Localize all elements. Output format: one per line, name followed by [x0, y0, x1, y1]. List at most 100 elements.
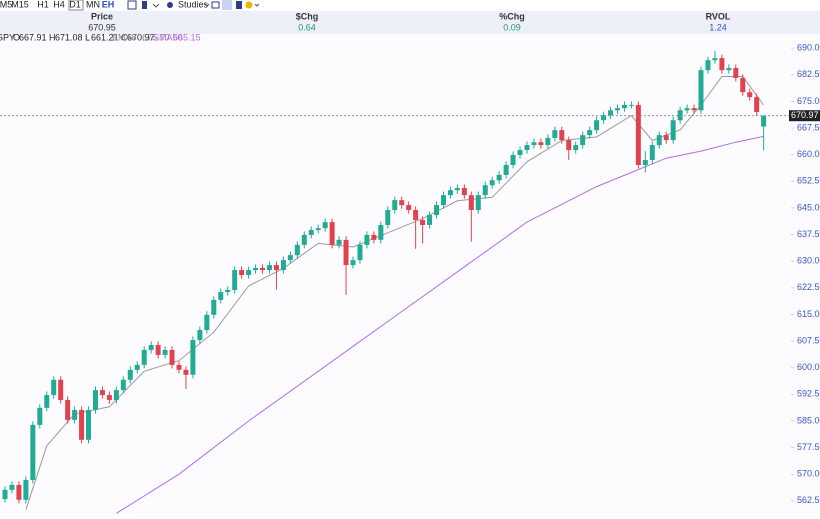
legend-symbol: SPY	[0, 32, 15, 42]
legend-value: 661.21	[91, 32, 119, 42]
candle-body	[148, 344, 154, 350]
candle-body	[447, 190, 453, 196]
candle-body	[468, 195, 474, 211]
candle-body	[475, 195, 481, 211]
candle-body	[239, 270, 245, 276]
last-price-box	[789, 110, 820, 122]
candle-body	[642, 159, 648, 165]
legend-key: L	[85, 32, 90, 42]
bar-icon[interactable]	[127, 0, 137, 10]
candle-body	[517, 150, 523, 156]
timeframe-button[interactable]: D1	[69, 0, 81, 9]
y-tick-label: 592.50	[797, 389, 820, 399]
dropdown-icon[interactable]	[204, 3, 210, 7]
candle-body	[698, 70, 704, 111]
candle-body	[531, 142, 537, 146]
candle-body	[524, 145, 530, 151]
candle-body	[747, 92, 753, 98]
session-button[interactable]: EH	[102, 0, 115, 9]
candle-body	[454, 188, 460, 191]
candle-body	[510, 155, 516, 165]
candle-body	[23, 479, 29, 500]
candle-body	[225, 289, 231, 293]
quote-value: 0.64	[298, 22, 316, 32]
candle-body	[399, 200, 405, 206]
y-tick-label: 622.50	[797, 282, 820, 292]
candle-body	[9, 484, 15, 490]
candle-body	[440, 195, 446, 206]
legend-indicator-value: 675.70	[142, 32, 170, 42]
candle-body	[30, 424, 36, 480]
y-tick-label: 600.00	[797, 362, 820, 372]
alert-icon[interactable]	[245, 1, 253, 9]
dropdown-icon[interactable]	[254, 3, 260, 7]
studies-icon[interactable]	[167, 2, 173, 8]
candle-body	[614, 108, 620, 111]
candle-body	[712, 58, 718, 61]
candle-body	[253, 267, 259, 271]
candle-body	[496, 174, 502, 181]
candle-body	[594, 120, 600, 131]
candle-body	[587, 130, 593, 136]
candle-body	[322, 222, 328, 229]
candle-body	[86, 409, 92, 440]
candle-body	[663, 135, 669, 141]
candle-body	[197, 330, 203, 341]
quote-value: 670.95	[88, 22, 116, 32]
studies-button[interactable]: Studies	[178, 0, 209, 9]
y-tick-label: 607.50	[797, 335, 820, 345]
candle-body	[573, 145, 579, 151]
candle-body	[58, 379, 64, 401]
candle-body	[113, 390, 119, 401]
candle-body	[155, 344, 161, 355]
candle-body	[169, 349, 175, 365]
layout-icon[interactable]	[222, 0, 232, 10]
candle-icon[interactable]	[142, 1, 147, 9]
legend-key: O	[13, 32, 20, 42]
timeframe-button[interactable]: M5	[0, 0, 12, 9]
candle-body	[37, 407, 43, 425]
candle-body	[2, 489, 8, 500]
candle-body	[260, 267, 266, 271]
candle-body	[538, 142, 544, 146]
timeframe-button[interactable]: MN	[86, 0, 100, 9]
candle-body	[287, 255, 293, 261]
candle-body	[621, 104, 627, 109]
y-tick-label: 675.00	[797, 96, 820, 106]
candle-body	[392, 200, 398, 211]
dropdown-icon[interactable]	[152, 3, 160, 8]
quote-header: RVOL	[706, 11, 731, 21]
candle-body	[16, 484, 22, 500]
candle-body	[608, 110, 614, 116]
candle-body	[684, 108, 690, 111]
candle-body	[218, 292, 224, 300]
timeframe-button[interactable]: M15	[11, 0, 29, 9]
legend-key: C	[121, 32, 128, 42]
candle-body	[420, 219, 426, 225]
quote-value: 0.09	[503, 22, 521, 32]
timeframe-button[interactable]: H1	[37, 0, 49, 9]
bookmark-icon[interactable]	[236, 1, 242, 9]
quote-header: %Chg	[499, 11, 525, 21]
candle-body	[691, 108, 697, 111]
quote-value: 1.24	[709, 22, 727, 32]
y-tick-label: 667.50	[797, 122, 820, 132]
candle-body	[246, 270, 252, 276]
candle-body	[733, 68, 739, 78]
candle-body	[134, 364, 140, 370]
y-tick-label: 585.00	[797, 415, 820, 425]
candle-body	[719, 58, 725, 71]
draw-icon[interactable]	[211, 1, 220, 9]
candle-body	[670, 120, 676, 141]
candle-body	[503, 164, 509, 175]
candle-body	[336, 239, 342, 245]
y-tick-label: 630.00	[797, 256, 820, 266]
plot	[2, 50, 767, 514]
candle-body	[162, 349, 168, 355]
candle-body	[545, 137, 551, 146]
candle-body	[329, 222, 335, 245]
timeframe-button[interactable]: H4	[53, 0, 65, 9]
candle-body	[51, 379, 57, 396]
